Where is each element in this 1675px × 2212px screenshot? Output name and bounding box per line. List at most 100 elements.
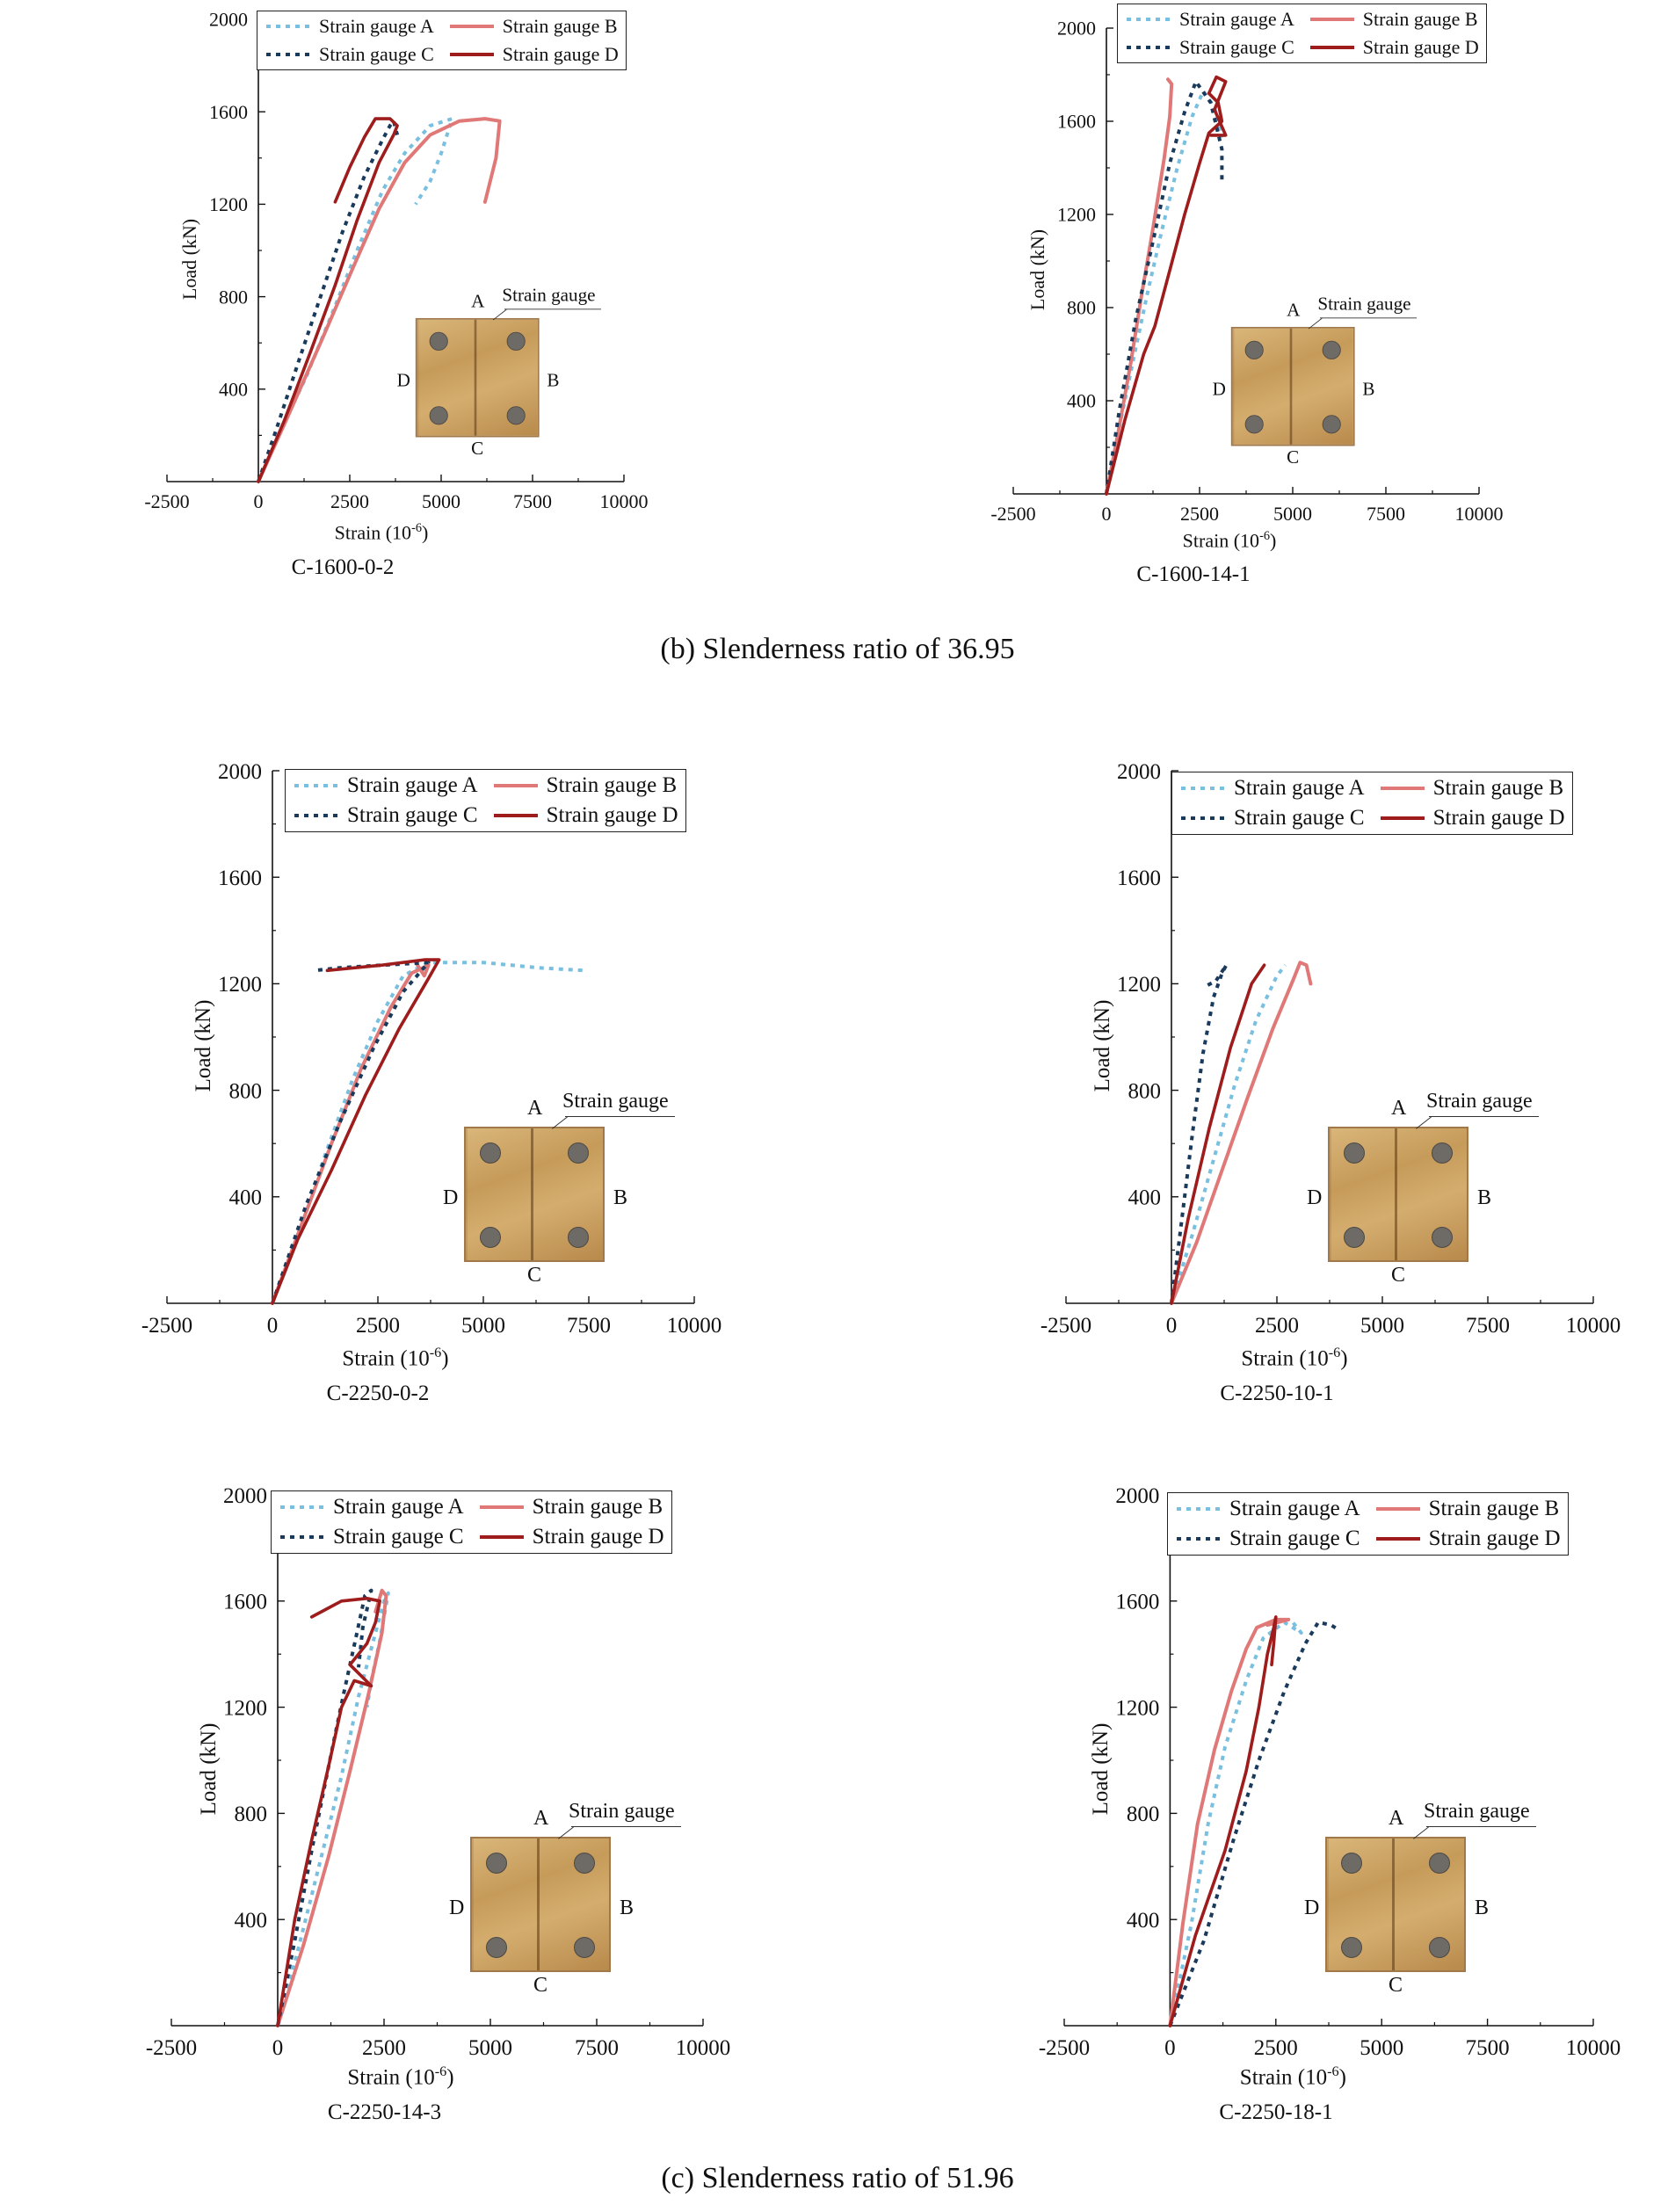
x-tick-label: 5000	[1360, 2036, 1403, 2060]
rebar-icon	[1432, 1227, 1453, 1248]
y-tick-label: 1600	[1117, 867, 1161, 890]
legend-item: Strain gauge C	[1175, 1527, 1360, 1551]
series-line-strain-gauge-a	[1105, 89, 1224, 495]
wood-crack	[1392, 1838, 1395, 1970]
x-axis-label: Strain (10-6)	[334, 521, 429, 544]
legend-label: Strain gauge B	[502, 15, 618, 37]
x-axis-label: Strain (10-6)	[342, 1345, 449, 1371]
rebar-icon	[574, 1937, 595, 1958]
legend-item: Strain gauge B	[1374, 1497, 1561, 1521]
legend-label: Strain gauge D	[1362, 36, 1479, 58]
x-axis-label: Strain (10-6)	[1182, 529, 1277, 552]
chart-svg: -2500 0 2500 5000 7500 10000 400 800 1200 1600 200…	[1041, 760, 1621, 1338]
gauge-position-label-left: D	[449, 1897, 465, 1919]
chart-title: C-2250-0-2	[326, 1382, 430, 1405]
y-tick-label: 1600	[209, 101, 248, 123]
x-tick-label: 5000	[422, 490, 460, 512]
y-axis-label: Load (kN)	[1089, 1722, 1113, 1816]
legend-label: Strain gauge D	[502, 43, 619, 65]
legend-label: Strain gauge D	[1428, 1527, 1561, 1550]
x-tick-label: 7500	[567, 1314, 611, 1338]
legend-item: Strain gauge A	[293, 773, 478, 798]
legend-item: Strain gauge C	[265, 43, 434, 66]
legend-label: Strain gauge A	[1179, 8, 1294, 30]
legend-label: Strain gauge C	[319, 43, 434, 65]
series-line-strain-gauge-a	[1170, 963, 1287, 1304]
rebar-icon	[480, 1142, 501, 1164]
chart-svg: -2500 0 2500 5000 7500 10000 400 800 1200 1600 200…	[990, 18, 1503, 525]
rebar-icon	[506, 331, 526, 351]
series-line-strain-gauge-b	[1105, 77, 1174, 496]
series-line-strain-gauge-c	[257, 119, 400, 482]
legend: Strain gauge A Strain gauge B Strain gauge…	[271, 1490, 672, 1554]
gauge-position-label-bottom: C	[1389, 1974, 1403, 1997]
y-tick-label: 1200	[1057, 204, 1096, 226]
timber-section-image	[415, 317, 540, 438]
y-tick-label: 800	[229, 1079, 263, 1103]
x-tick-label: 7500	[575, 2036, 619, 2060]
x-tick-label: 10000	[676, 2036, 731, 2060]
legend-label: Strain gauge C	[347, 803, 478, 827]
legend-label: Strain gauge C	[333, 1525, 464, 1548]
y-tick-label: 400	[1127, 1909, 1160, 1933]
chart-panel-c-2250-10-1: -2500 0 2500 5000 7500 10000 400 800 1200 1600 200…	[838, 729, 1675, 1432]
chart-panel-c-2250-0-2: -2500 0 2500 5000 7500 10000 400 800 1200 1600 200…	[0, 729, 835, 1432]
legend-item: Strain gauge A	[265, 15, 434, 38]
x-tick-label: 5000	[1273, 503, 1312, 525]
legend-item: Strain gauge B	[1309, 8, 1479, 31]
gauge-position-label-right: B	[547, 370, 560, 391]
y-tick-label: 400	[229, 1186, 263, 1210]
strain-gauge-leader-line	[504, 308, 601, 310]
legend-item: Strain gauge D	[1374, 1527, 1561, 1551]
chart-title: C-2250-14-3	[327, 2100, 442, 2124]
series-line-strain-gauge-b	[271, 961, 431, 1305]
rebar-icon	[568, 1227, 589, 1248]
legend-swatch	[1380, 787, 1425, 790]
y-tick-label: 1200	[223, 1696, 267, 1720]
legend-item: Strain gauge B	[448, 15, 619, 38]
strain-gauge-label: Strain gauge	[562, 1090, 669, 1113]
legend-item: Strain gauge D	[478, 1525, 664, 1549]
gauge-position-label-left: D	[1307, 1186, 1323, 1209]
y-tick-label: 800	[1127, 1802, 1160, 1826]
x-tick-label: 0	[1102, 503, 1112, 525]
legend-item: Strain gauge C	[279, 1525, 464, 1549]
legend: Strain gauge A Strain gauge B Strain gauge…	[257, 11, 627, 70]
legend-label: Strain gauge C	[1179, 36, 1294, 58]
gauge-position-label-right: B	[1362, 379, 1375, 400]
legend-swatch	[1127, 18, 1171, 21]
x-tick-label: 0	[1164, 2036, 1176, 2060]
series-line-strain-gauge-b	[276, 1588, 388, 2027]
legend-item: Strain gauge B	[492, 773, 678, 798]
cross-section-inset: A B C D Strain gauge	[369, 286, 601, 459]
cross-section-inset: A B C D Strain gauge	[411, 1090, 675, 1287]
legend-item: Strain gauge B	[478, 1495, 664, 1519]
chart-panel-c-1600-14-1: -2500 0 2500 5000 7500 10000 400 800 1200 1600 200…	[838, 0, 1675, 633]
x-tick-label: -2500	[146, 2036, 197, 2060]
y-tick-label: 800	[1128, 1079, 1162, 1103]
rebar-icon	[1341, 1853, 1362, 1874]
y-tick-label: 1600	[218, 867, 262, 890]
strain-gauge-label: Strain gauge	[1424, 1800, 1530, 1823]
y-tick-label: 400	[235, 1909, 268, 1933]
legend-label: Strain gauge B	[546, 773, 678, 797]
x-tick-label: 2500	[362, 2036, 406, 2060]
chart-title: C-1600-14-1	[1136, 562, 1251, 586]
legend-item: Strain gauge A	[1125, 8, 1294, 31]
legend-label: Strain gauge A	[1229, 1497, 1360, 1520]
strain-gauge-label: Strain gauge	[1317, 294, 1411, 315]
series-line-strain-gauge-d	[257, 117, 399, 483]
series-line-strain-gauge-d	[1105, 75, 1228, 496]
legend-swatch	[280, 1505, 324, 1509]
chart-title: C-2250-18-1	[1219, 2100, 1333, 2124]
gauge-position-label-right: B	[620, 1897, 634, 1919]
x-tick-label: 7500	[1466, 2036, 1510, 2060]
y-axis-label: Load (kN)	[1091, 999, 1114, 1092]
legend-item: Strain gauge D	[1309, 36, 1479, 59]
rebar-icon	[1429, 1937, 1450, 1958]
y-tick-label: 2000	[223, 1484, 267, 1508]
strain-gauge-leader-line	[1426, 1826, 1536, 1827]
legend-swatch	[294, 814, 338, 817]
y-tick-label: 400	[1128, 1186, 1162, 1210]
